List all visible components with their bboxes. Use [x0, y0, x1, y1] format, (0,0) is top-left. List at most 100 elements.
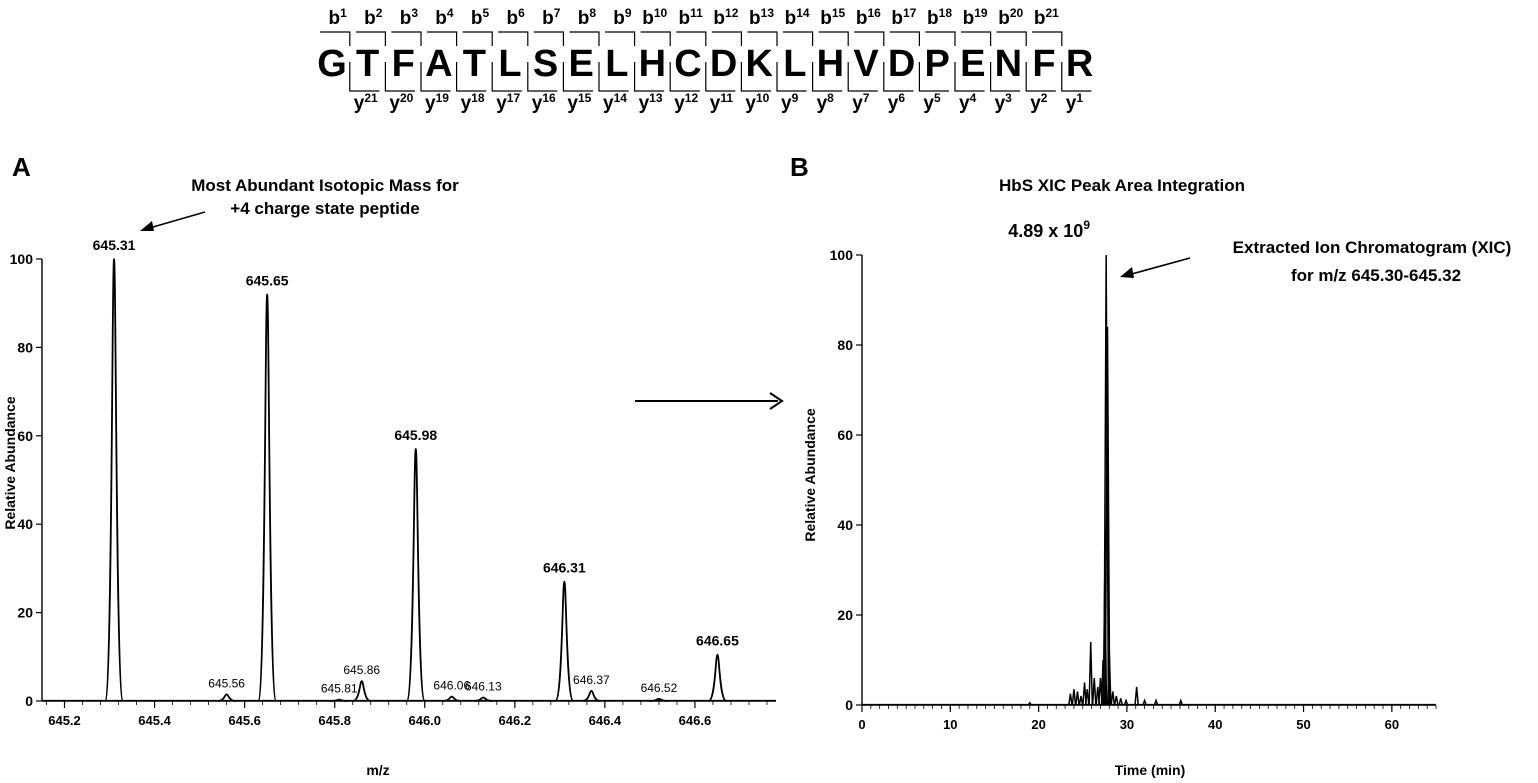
residue-8: E — [569, 43, 594, 85]
chromatogram-peak — [1142, 698, 1147, 706]
panel-a-x-tick-label: 646.2 — [499, 713, 532, 728]
y-ion-label: y10 — [745, 91, 769, 114]
chromatogram-peak — [1084, 689, 1090, 706]
residue-5: T — [463, 43, 486, 85]
peak-label: 645.31 — [93, 237, 136, 253]
panel-b-x-tick-label: 0 — [858, 717, 865, 732]
peak-area-value: 4.89 x 109 — [1008, 218, 1090, 241]
peak-label: 646.65 — [696, 633, 739, 649]
panel-b-x-tick-label: 60 — [1385, 717, 1399, 732]
chromatogram-peak — [1113, 695, 1119, 706]
peptide-sequence: G T F A T L S E L H C D K L H V D P E N F Rb1 b2 b3 b4 b5 b6 b7 b8 b9… — [317, 6, 1093, 114]
residue-9: L — [605, 43, 628, 85]
b-ion-bracket — [1032, 31, 1063, 46]
residue-19: E — [960, 43, 985, 85]
y-ion-bracket — [883, 62, 914, 92]
chromatogram-peak — [1123, 698, 1129, 706]
residue-11: C — [674, 43, 701, 85]
b-ion-bracket — [462, 31, 493, 46]
panel-b-y-tick-label: 80 — [837, 337, 853, 353]
b-ion-bracket — [783, 31, 814, 46]
b-ion-bracket — [961, 31, 992, 46]
residue-6: L — [498, 43, 521, 85]
y-ion-bracket — [705, 62, 736, 92]
xic-annotation-line1: Extracted Ion Chromatogram (XIC) — [1233, 238, 1512, 257]
peak-label: 645.65 — [246, 272, 289, 288]
spectrum-peak — [582, 689, 601, 702]
panel-b-letter: B — [790, 152, 809, 182]
chromatogram-peak — [1106, 650, 1112, 706]
panel-a-y-tick-label: 20 — [17, 605, 33, 621]
panel-a-axes: 645.2 645.4 645.6 645.8 646.0 646.2 646.4 646.6… — [10, 251, 776, 728]
b-ion-bracket — [747, 31, 778, 46]
panel-a: A Most Abundant Isotopic Mass for +4 cha… — [2, 152, 776, 778]
spectrum-peak — [352, 680, 372, 702]
b-ion-bracket — [925, 31, 956, 46]
xic-annotation-line2: for m/z 645.30-645.32 — [1291, 266, 1461, 285]
y-ion-bracket — [989, 62, 1021, 92]
chromatogram-peak — [1134, 686, 1139, 706]
y-ion-bracket — [1025, 62, 1056, 92]
y-ion-bracket — [420, 62, 451, 92]
panel-b-y-tick-label: 20 — [837, 607, 853, 623]
panel-a-ylabel: Relative Abundance — [2, 396, 18, 530]
b-ion-label: b14 — [785, 6, 810, 29]
y-ion-bracket — [811, 62, 843, 92]
residue-15: H — [817, 43, 844, 85]
y-ion-bracket — [598, 62, 629, 92]
panel-b-y-tick-label: 60 — [837, 427, 853, 443]
b-ion-bracket — [676, 31, 707, 46]
spectrum-peak — [104, 258, 124, 702]
spectrum-peak — [257, 293, 278, 702]
panel-a-y-tick-label: 100 — [10, 251, 34, 267]
panel-b-title: HbS XIC Peak Area Integration — [999, 176, 1245, 195]
spectrum-peak — [649, 697, 668, 702]
b-ion-label: b21 — [1034, 6, 1059, 29]
b-ion-bracket — [996, 31, 1027, 46]
panel-a-y-tick-label: 0 — [25, 693, 33, 709]
residue-18: P — [925, 43, 950, 85]
chromatogram-peak — [1088, 641, 1094, 706]
b-ion-label: b12 — [713, 6, 738, 29]
b-ion-label: b1 — [329, 6, 348, 29]
y-ion-bracket — [456, 62, 487, 92]
chromatogram-peak — [1104, 326, 1111, 706]
chromatogram-peak — [1068, 693, 1073, 706]
panel-b-x-tick-label: 10 — [943, 717, 957, 732]
y-ion-bracket — [562, 62, 593, 92]
panel-b-y-tick-label: 100 — [830, 247, 854, 263]
residue-14: L — [783, 43, 806, 85]
b-ion-bracket — [889, 31, 921, 46]
chromatogram-peak — [1153, 698, 1159, 706]
b-ion-label: b6 — [507, 6, 526, 29]
b-ion-label: b20 — [998, 6, 1023, 29]
peak-label: 646.13 — [465, 679, 502, 693]
y-ion-label: y4 — [959, 91, 977, 114]
residue-3: F — [392, 43, 415, 85]
panel-a-x-tick-label: 645.2 — [48, 713, 81, 728]
peak-label: 645.56 — [208, 676, 245, 690]
chromatogram-peak — [1178, 698, 1184, 706]
residue-10: H — [639, 43, 666, 85]
b-ion-bracket — [355, 31, 386, 46]
spectrum-peak — [474, 696, 493, 702]
chromatogram-peak — [1027, 701, 1032, 706]
y-ion-label: y18 — [461, 91, 485, 114]
panel-b-y-tick-label: 40 — [837, 517, 853, 533]
b-ion-label: b4 — [435, 6, 454, 29]
panel-b-x-tick-label: 30 — [1120, 717, 1134, 732]
residue-7: S — [533, 43, 558, 85]
chromatogram-peak — [1078, 695, 1084, 706]
y-ion-bracket — [384, 62, 415, 92]
chromatogram-peak — [1103, 254, 1110, 706]
y-ion-label: y12 — [674, 91, 698, 114]
panel-a-x-tick-label: 646.0 — [408, 713, 441, 728]
residue-2: T — [356, 43, 379, 85]
b-ion-label: b17 — [891, 6, 916, 29]
y-ion-label: y16 — [532, 91, 556, 114]
panel-b-chromatogram — [862, 254, 1436, 706]
panel-b-y-tick-label: 0 — [845, 697, 853, 713]
b-ion-bracket — [854, 31, 885, 46]
y-ion-label: y20 — [389, 91, 413, 114]
y-ion-label: y21 — [354, 91, 378, 114]
